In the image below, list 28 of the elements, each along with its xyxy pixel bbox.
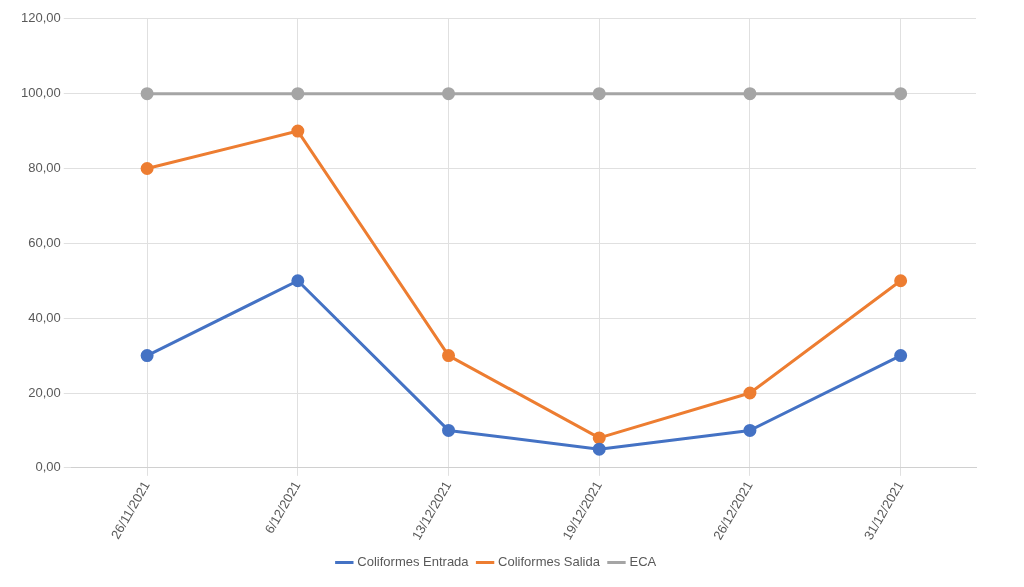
y-tick-label: 80,00 [28, 160, 61, 176]
point [291, 274, 305, 288]
y-tick-label: 40,00 [28, 309, 61, 325]
point [442, 349, 456, 363]
point [592, 431, 606, 445]
point [291, 124, 305, 138]
point [743, 423, 757, 437]
point [743, 87, 757, 101]
point [291, 87, 305, 101]
point [592, 87, 606, 101]
y-tick-label: 0,00 [35, 459, 61, 475]
y-tick-label: 100,00 [21, 85, 61, 101]
y-tick-label: 20,00 [28, 384, 61, 400]
point [894, 349, 908, 363]
legend-label: Coliformes Entrada [357, 554, 470, 570]
point [743, 386, 757, 400]
point [894, 87, 908, 101]
point [140, 87, 154, 101]
legend-label: ECA [629, 554, 657, 570]
point [140, 349, 154, 363]
y-tick-label: 120,00 [21, 10, 61, 26]
point [442, 87, 456, 101]
point [592, 442, 606, 456]
point [442, 423, 456, 437]
point [140, 161, 154, 175]
point [894, 274, 908, 288]
legend-label: Coliformes Salida [498, 554, 601, 570]
y-tick-label: 60,00 [28, 234, 61, 250]
